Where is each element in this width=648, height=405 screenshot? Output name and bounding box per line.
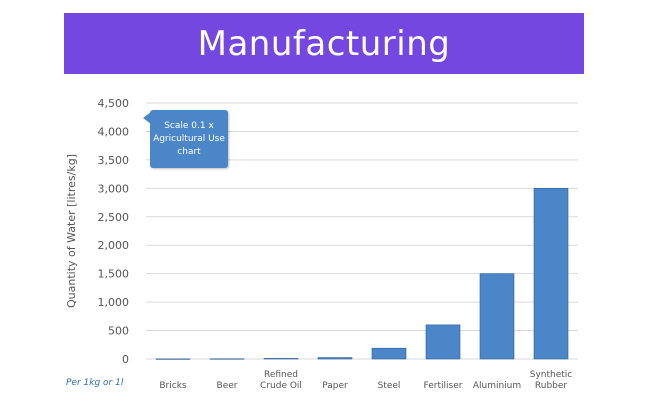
bar xyxy=(425,324,461,360)
y-tick-label: 2,000 xyxy=(98,239,130,252)
per-unit-note: Per 1kg or 1l xyxy=(66,378,124,388)
y-tick-label: 3,500 xyxy=(98,154,130,167)
bar xyxy=(263,358,299,360)
page-title: Manufacturing xyxy=(197,23,451,64)
bar xyxy=(155,358,191,360)
y-tick-label: 4,000 xyxy=(98,125,130,138)
x-tick-label: Bricks xyxy=(159,381,187,391)
x-tick-label: Beer xyxy=(217,381,238,391)
callout-pointer xyxy=(143,112,151,124)
x-tick-label: Paper xyxy=(322,381,348,391)
y-tick-label: 500 xyxy=(108,325,129,338)
y-tick-label: 1,000 xyxy=(98,296,130,309)
y-tick-label: 2,500 xyxy=(98,211,130,224)
title-banner: Manufacturing xyxy=(64,13,584,74)
y-axis-label: Quantity of Water [litres/kg] xyxy=(65,154,78,308)
x-tick-label: Aluminium xyxy=(473,381,521,391)
bar xyxy=(479,273,515,360)
bar xyxy=(533,188,569,360)
y-tick-label: 1,500 xyxy=(98,268,130,281)
bar xyxy=(371,347,407,360)
x-tick-label: Fertiliser xyxy=(424,381,463,391)
y-tick-label: 3,000 xyxy=(98,182,130,195)
bar xyxy=(209,358,245,360)
x-tick-label: Steel xyxy=(378,381,401,391)
y-tick-label: 0 xyxy=(122,353,129,366)
x-tick-label: Refined Crude Oil xyxy=(260,370,302,391)
scale-callout: Scale 0.1 x Agricultural Use chart xyxy=(150,110,228,168)
x-tick-label: Synthetic Rubber xyxy=(530,370,573,391)
bar xyxy=(317,357,353,360)
y-tick-label: 4,500 xyxy=(98,97,130,110)
